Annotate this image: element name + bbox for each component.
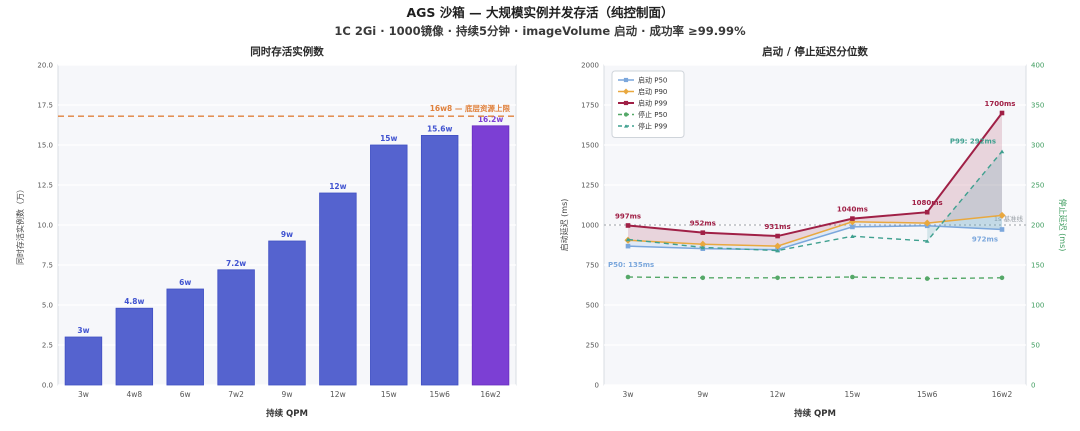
svg-text:1000: 1000 (581, 222, 599, 230)
line-chart-latency-percentiles: 0 250 500 750 1000 1250 1500 1750 2000 0 50 100 150 2… (559, 45, 1068, 419)
svg-text:200: 200 (1031, 222, 1044, 230)
svg-text:16w2: 16w2 (992, 390, 1013, 399)
svg-text:931ms: 931ms (765, 223, 791, 231)
svg-text:启动 P90: 启动 P90 (638, 87, 667, 96)
svg-text:4w8: 4w8 (126, 390, 142, 399)
svg-text:启动 / 停止延迟分位数: 启动 / 停止延迟分位数 (762, 45, 868, 58)
svg-text:1s 基准线: 1s 基准线 (994, 214, 1024, 223)
svg-text:350: 350 (1031, 102, 1044, 110)
svg-text:P50: 135ms: P50: 135ms (608, 261, 654, 269)
svg-text:持续 QPM: 持续 QPM (266, 408, 308, 419)
svg-text:12w: 12w (330, 390, 346, 399)
svg-text:250: 250 (1031, 182, 1044, 190)
svg-text:15w: 15w (845, 390, 861, 399)
svg-text:100: 100 (1031, 302, 1044, 310)
svg-text:500: 500 (586, 302, 599, 310)
svg-text:7.5: 7.5 (42, 262, 53, 270)
svg-text:P99: 292ms: P99: 292ms (950, 138, 996, 146)
svg-text:同时存活实例数: 同时存活实例数 (250, 45, 324, 58)
svg-text:7.2w: 7.2w (226, 259, 246, 268)
svg-text:1750: 1750 (581, 102, 599, 110)
svg-text:停止延迟 (ms): 停止延迟 (ms) (1058, 199, 1068, 252)
svg-text:1040ms: 1040ms (837, 206, 868, 214)
svg-text:启动延迟 (ms): 启动延迟 (ms) (559, 199, 569, 252)
svg-text:启动 P99: 启动 P99 (638, 99, 667, 108)
svg-text:10.0: 10.0 (37, 222, 53, 230)
svg-text:9w: 9w (697, 390, 708, 399)
svg-text:9w: 9w (282, 390, 293, 399)
svg-text:7w2: 7w2 (228, 390, 244, 399)
svg-text:2000: 2000 (581, 62, 599, 70)
figure-subtitle: 1C 2Gi · 1000镜像 · 持续5分钟 · imageVolume 启动… (334, 23, 746, 38)
svg-text:1700ms: 1700ms (985, 100, 1016, 108)
svg-text:15w6: 15w6 (917, 390, 938, 399)
svg-text:250: 250 (586, 342, 599, 350)
svg-text:12.5: 12.5 (37, 182, 53, 190)
svg-text:300: 300 (1031, 142, 1044, 150)
svg-text:1500: 1500 (581, 142, 599, 150)
svg-text:12w: 12w (770, 390, 786, 399)
figure-title: AGS 沙箱 — 大规模实例并发存活（纯控制面） (406, 5, 674, 20)
svg-text:持续 QPM: 持续 QPM (794, 408, 836, 419)
svg-text:15.0: 15.0 (37, 142, 53, 150)
svg-text:15w6: 15w6 (429, 390, 450, 399)
svg-text:952ms: 952ms (690, 220, 716, 228)
bar-chart-concurrent-instances: 0.0 2.5 5.0 7.5 10.0 12.5 15.0 17.5 20.0 3w 3w 4.8w… (15, 45, 517, 419)
svg-text:150: 150 (1031, 262, 1044, 270)
svg-text:启动 P50: 启动 P50 (638, 76, 667, 85)
svg-text:0.0: 0.0 (42, 382, 53, 390)
svg-text:1250: 1250 (581, 182, 599, 190)
charts-row: 0.0 2.5 5.0 7.5 10.0 12.5 15.0 17.5 20.0 3w 3w 4.8w… (0, 39, 1080, 427)
svg-text:6w: 6w (180, 390, 191, 399)
svg-text:9w: 9w (281, 230, 293, 239)
svg-text:6w: 6w (179, 278, 191, 287)
svg-text:20.0: 20.0 (37, 62, 53, 70)
svg-text:16w8 — 底层资源上限: 16w8 — 底层资源上限 (430, 104, 511, 114)
svg-text:1080ms: 1080ms (912, 200, 943, 208)
svg-text:5.0: 5.0 (42, 302, 53, 310)
svg-text:3w: 3w (78, 390, 89, 399)
svg-text:停止 P99: 停止 P99 (638, 122, 667, 131)
svg-text:12w: 12w (329, 182, 346, 191)
svg-text:16w2: 16w2 (480, 390, 501, 399)
svg-text:16.2w: 16.2w (478, 115, 504, 124)
svg-text:750: 750 (586, 262, 599, 270)
svg-text:2.5: 2.5 (42, 342, 53, 350)
svg-text:停止 P50: 停止 P50 (638, 110, 667, 119)
svg-text:50: 50 (1031, 342, 1040, 350)
svg-text:400: 400 (1031, 62, 1044, 70)
svg-text:0: 0 (1031, 382, 1035, 390)
svg-text:0: 0 (595, 382, 599, 390)
svg-text:972ms: 972ms (972, 236, 998, 244)
svg-text:同时存活实例数（万）: 同时存活实例数（万） (15, 185, 25, 265)
svg-text:17.5: 17.5 (37, 102, 53, 110)
svg-text:4.8w: 4.8w (124, 298, 144, 307)
svg-text:15w: 15w (380, 134, 397, 143)
figure-header: AGS 沙箱 — 大规模实例并发存活（纯控制面） 1C 2Gi · 1000镜像… (0, 0, 1080, 39)
svg-text:15.6w: 15.6w (427, 125, 453, 134)
svg-text:3w: 3w (623, 390, 634, 399)
svg-text:997ms: 997ms (615, 213, 641, 221)
svg-text:3w: 3w (77, 326, 89, 335)
svg-text:15w: 15w (381, 390, 397, 399)
